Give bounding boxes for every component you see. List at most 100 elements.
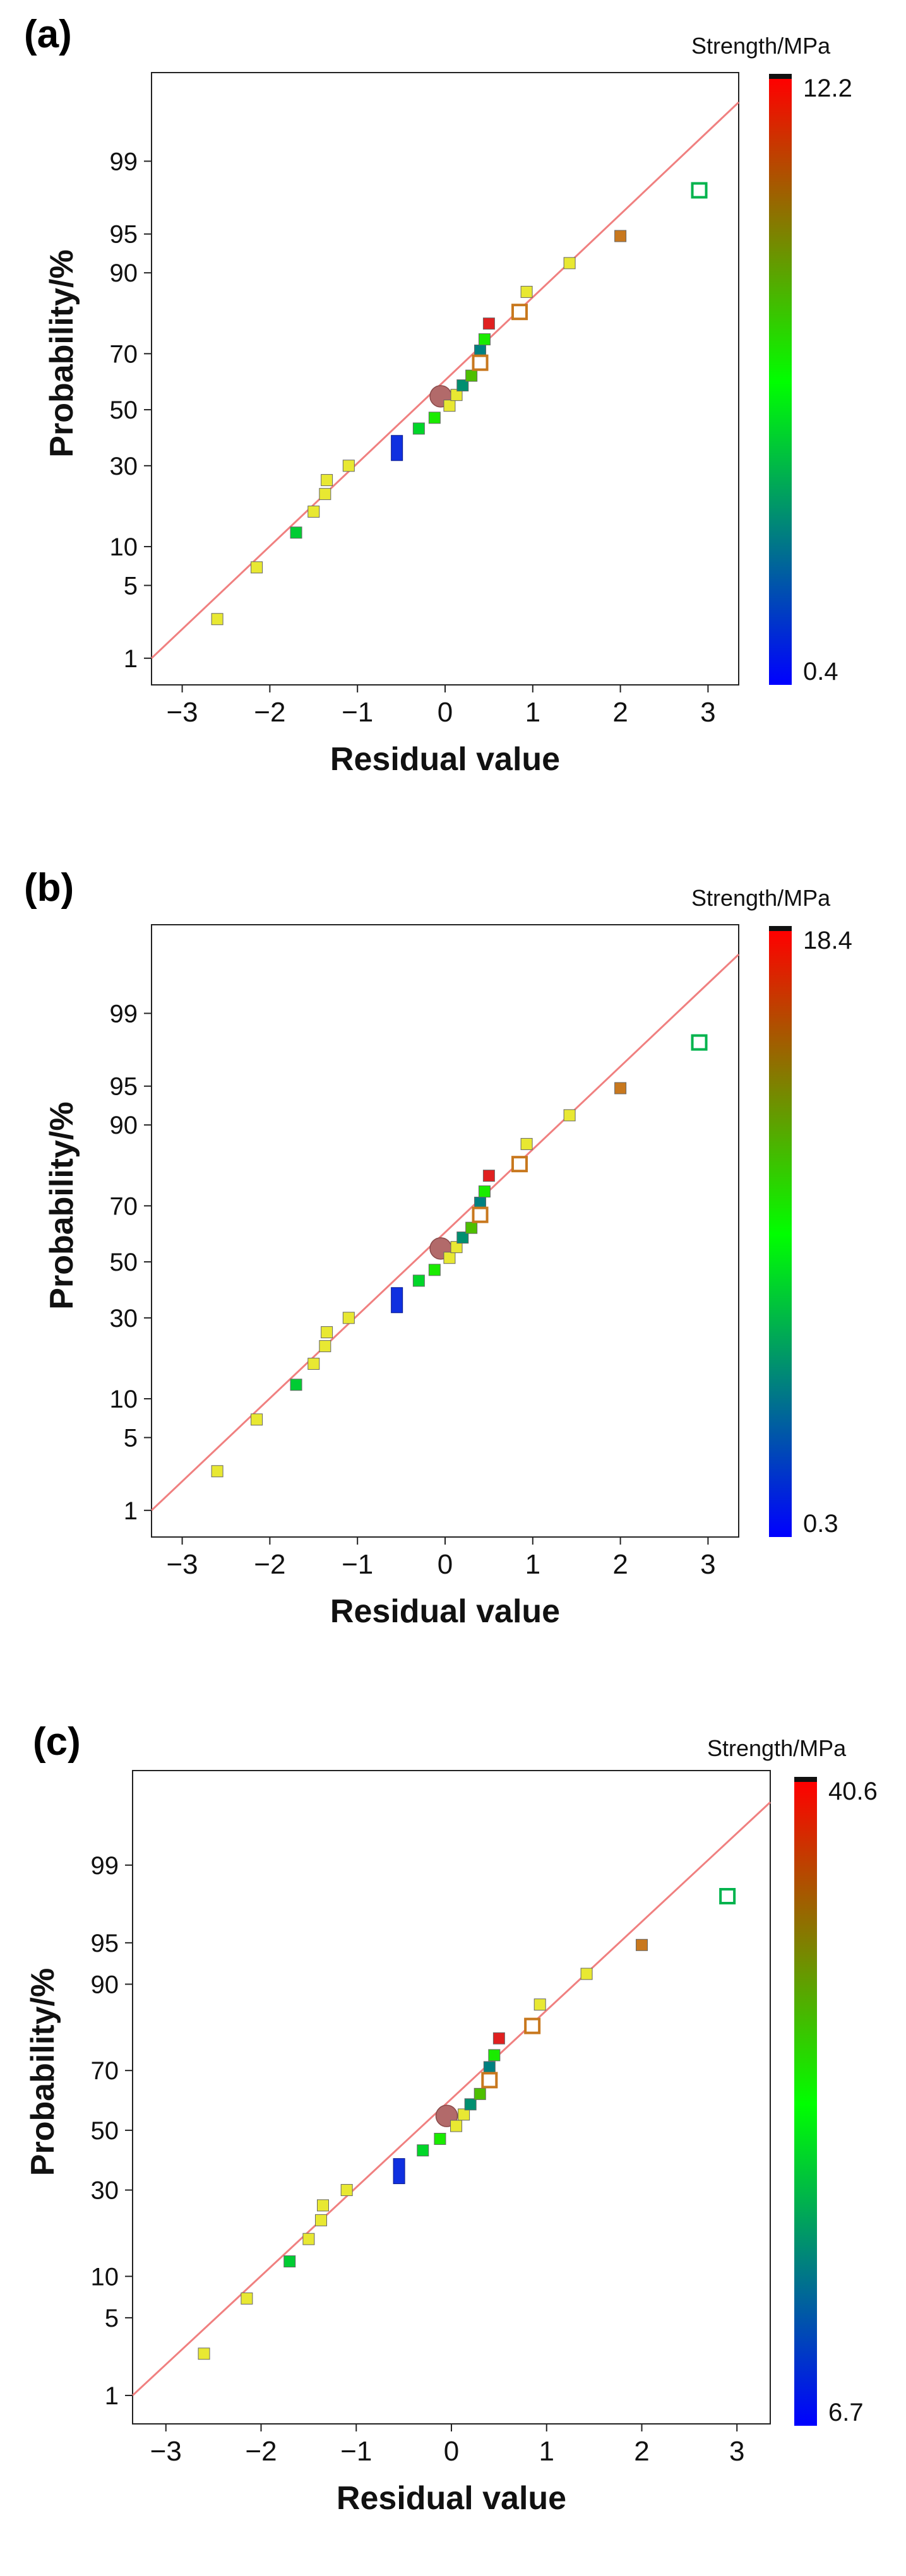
y-tick-label: 70	[91, 2057, 119, 2085]
data-point	[450, 1241, 463, 1254]
y-tick-label: 50	[110, 396, 138, 424]
data-point	[488, 2049, 501, 2062]
x-tick-label: 0	[444, 2436, 459, 2467]
plot-area	[151, 924, 739, 1538]
x-tick-label: 3	[700, 697, 715, 728]
plot-area	[132, 1770, 771, 2425]
y-tick-label: 99	[91, 1852, 119, 1880]
panel-a: (a) −3 −2 −1 0 1 2 3 1 5 10 30 50 70 90 95 99 Residual va…	[24, 13, 852, 778]
y-tick-label: 90	[110, 1112, 138, 1139]
data-point	[321, 1326, 333, 1339]
reference-line	[131, 1801, 772, 2397]
data-point	[290, 526, 302, 539]
plot-area	[151, 72, 739, 686]
data-point	[412, 422, 425, 435]
colorbar-max-label: 18.4	[803, 927, 852, 954]
x-tick-label: 0	[438, 1549, 453, 1580]
colorbar-min-label: 0.4	[803, 658, 838, 686]
data-point	[483, 2061, 496, 2074]
data-point	[342, 1312, 355, 1324]
y-tick-label: 10	[110, 1386, 138, 1413]
x-tick-label: 3	[700, 1549, 715, 1580]
colorbar-cap	[794, 1777, 817, 1782]
data-point	[316, 2199, 329, 2212]
data-point	[319, 488, 331, 501]
y-tick-label: 30	[91, 2177, 119, 2205]
data-point	[391, 1287, 403, 1314]
y-tick-label: 5	[105, 2305, 119, 2332]
x-tick-label: −2	[254, 1549, 285, 1580]
y-tick-label: 5	[124, 1424, 138, 1452]
data-point	[428, 412, 441, 424]
colorbar-cap	[769, 926, 792, 931]
x-tick-label: 2	[612, 1549, 628, 1580]
y-tick-label: 50	[91, 2117, 119, 2145]
data-point	[533, 1998, 546, 2011]
data-point	[307, 506, 320, 518]
x-axis-label: Residual value	[330, 741, 560, 778]
data-point	[511, 1156, 528, 1173]
colorbar	[794, 1782, 817, 2426]
data-point	[283, 2255, 296, 2268]
data-point	[456, 379, 469, 392]
data-point	[251, 1413, 263, 1426]
x-tick-label: −2	[245, 2436, 277, 2467]
data-point	[563, 257, 576, 270]
colorbar-min-label: 6.7	[828, 2399, 864, 2426]
y-tick-label: 30	[110, 453, 138, 480]
y-axis-label: Probability/%	[44, 1101, 80, 1309]
data-point	[393, 2158, 405, 2185]
y-tick-label: 90	[110, 259, 138, 287]
data-point	[443, 400, 456, 412]
data-point	[478, 333, 491, 346]
data-point	[635, 1938, 648, 1951]
data-point	[391, 435, 403, 461]
data-point	[482, 318, 495, 330]
x-axis-label: Residual value	[330, 1593, 560, 1630]
data-point	[719, 1888, 736, 1905]
data-point	[290, 1379, 302, 1391]
colorbar-cap	[769, 74, 792, 79]
panel-label: (c)	[33, 1720, 81, 1764]
colorbar-title: Strength/MPa	[707, 1735, 847, 1761]
data-point	[524, 2017, 541, 2034]
data-point	[434, 2132, 446, 2145]
panel-label: (b)	[24, 866, 74, 910]
y-tick-label: 1	[124, 645, 138, 673]
x-tick-label: −1	[342, 697, 373, 728]
y-tick-label: 1	[105, 2382, 119, 2410]
x-tick-label: 2	[612, 697, 628, 728]
data-point	[450, 389, 463, 401]
y-tick-label: 1	[124, 1497, 138, 1525]
x-tick-label: −3	[150, 2436, 182, 2467]
y-axis-label: Probability/%	[25, 1968, 61, 2176]
data-point	[691, 1034, 708, 1051]
data-point	[428, 1264, 441, 1276]
data-point	[456, 1232, 469, 1244]
x-tick-label: −3	[166, 697, 198, 728]
colorbar-min-label: 0.3	[803, 1510, 838, 1538]
data-point	[319, 1340, 331, 1353]
colorbar	[769, 931, 792, 1537]
y-tick-label: 95	[110, 221, 138, 249]
x-tick-label: −1	[342, 1549, 373, 1580]
data-point	[580, 1968, 593, 1980]
y-tick-label: 10	[91, 2263, 119, 2291]
data-point	[472, 354, 489, 371]
reference-line	[150, 101, 740, 659]
data-point	[302, 2233, 315, 2245]
y-tick-label: 99	[110, 1000, 138, 1028]
data-point	[511, 304, 528, 321]
data-point	[481, 2072, 498, 2089]
data-point	[614, 1082, 627, 1095]
data-point	[198, 2347, 210, 2360]
y-tick-label: 70	[110, 340, 138, 368]
data-point	[458, 2108, 470, 2121]
colorbar-max-label: 12.2	[803, 74, 852, 102]
data-point	[492, 2032, 505, 2045]
data-point	[472, 1206, 489, 1223]
data-point	[443, 1252, 456, 1264]
x-axis-label: Residual value	[337, 2480, 566, 2517]
y-tick-label: 10	[110, 533, 138, 561]
